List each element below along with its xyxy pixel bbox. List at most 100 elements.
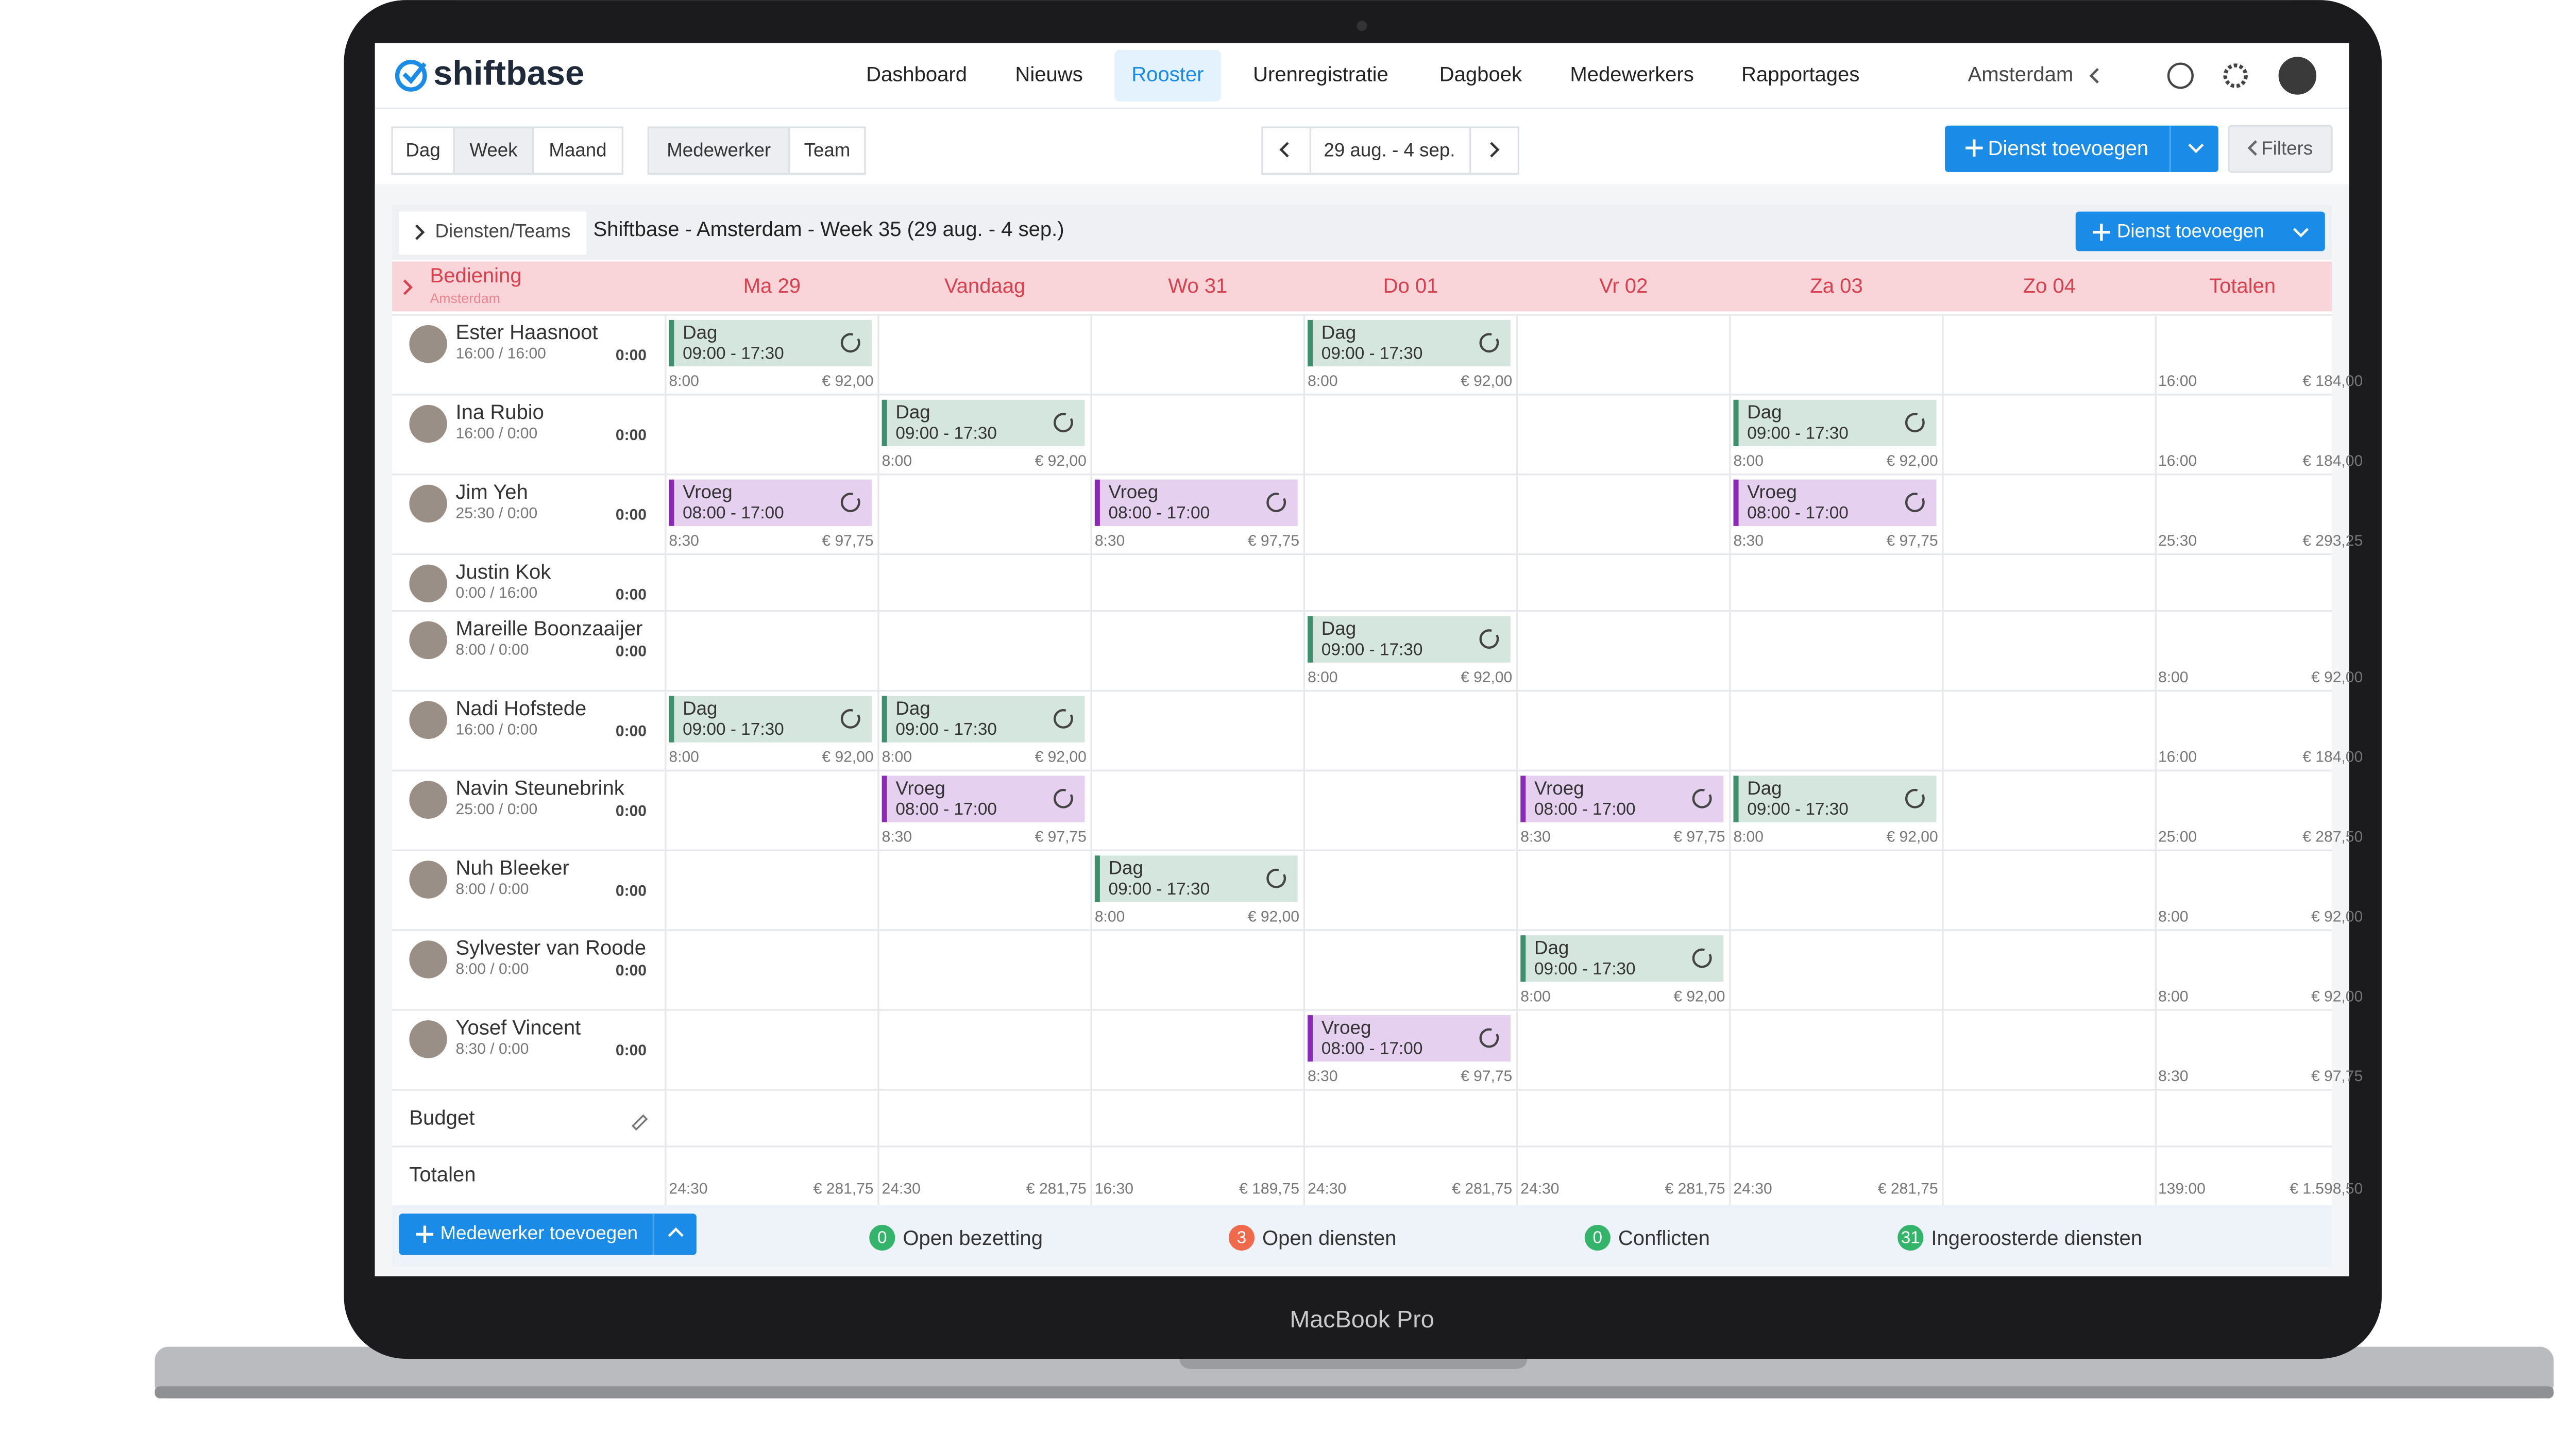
shift-block[interactable] [1094,855,1298,902]
add-employee-label[interactable]: Medewerker toevoegen [440,1222,638,1243]
shift-block[interactable] [1733,479,1937,526]
tab-label[interactable]: Dag [405,140,440,161]
shift-time[interactable]: 08:00 - 17:00 [1321,1039,1423,1058]
employee-name[interactable]: Nadi Hofstede [456,697,587,720]
shift-time[interactable]: 09:00 - 17:30 [1109,880,1210,899]
refresh-icon[interactable] [1054,709,1073,729]
shift-label[interactable]: Vroeg [1747,481,1797,502]
breadcrumb-box[interactable] [399,211,587,255]
shift-block[interactable] [1733,775,1937,822]
shift-block[interactable] [669,479,872,526]
nav-item[interactable]: Rooster [1131,63,1204,86]
shift-label[interactable]: Dag [1747,401,1782,423]
shift-label[interactable]: Vroeg [683,481,733,502]
shift-label[interactable]: Dag [683,322,717,343]
shift-time[interactable]: 09:00 - 17:30 [1321,640,1423,659]
refresh-icon[interactable] [1692,948,1712,968]
shift-block[interactable] [1733,399,1937,446]
shift-time[interactable]: 09:00 - 17:30 [895,424,997,443]
date-range[interactable]: 29 aug. - 4 sep. [1324,140,1455,161]
shift-label[interactable]: Dag [683,698,717,719]
nav-item[interactable]: Nieuws [1015,63,1082,86]
refresh-icon[interactable] [1692,789,1712,808]
shift-label[interactable]: Dag [1534,937,1569,958]
location[interactable]: Amsterdam [1968,63,2074,86]
shift-time[interactable]: 09:00 - 17:30 [1321,344,1423,363]
tab[interactable] [391,126,455,175]
breadcrumb[interactable]: Diensten/Teams [435,220,570,241]
filters-label[interactable]: Filters [2261,138,2313,159]
shift-block[interactable] [1520,935,1724,982]
shift-block[interactable] [1308,616,1511,663]
shift-label[interactable]: Dag [1321,618,1356,639]
shift-label[interactable]: Dag [895,698,930,719]
refresh-icon[interactable] [1479,1028,1499,1048]
nav-item[interactable]: Dagboek [1439,63,1522,86]
shift-label[interactable]: Dag [1321,322,1356,343]
shift-block[interactable] [669,319,872,367]
shift-time[interactable]: 09:00 - 17:30 [895,720,997,739]
nav-item[interactable]: Urenregistratie [1253,63,1388,86]
shift-label[interactable]: Vroeg [895,778,945,799]
shift-time[interactable]: 08:00 - 17:00 [683,503,784,522]
shift-time[interactable]: 09:00 - 17:30 [1747,424,1849,443]
tab-label[interactable]: Medewerker [667,140,771,161]
shift-label[interactable]: Vroeg [1534,778,1584,799]
shift-time[interactable]: 08:00 - 17:00 [895,800,997,819]
shift-block[interactable] [1308,1015,1511,1062]
refresh-icon[interactable] [1054,789,1073,808]
shift-time[interactable]: 09:00 - 17:30 [1747,800,1849,819]
refresh-icon[interactable] [1266,868,1286,888]
shift-block[interactable] [882,696,1085,743]
employee-name[interactable]: Ester Haasnoot [456,321,598,344]
employee-name[interactable]: Justin Kok [456,561,552,583]
tab[interactable] [788,126,866,175]
refresh-icon[interactable] [1054,413,1073,433]
shift-time[interactable]: 09:00 - 17:30 [683,720,784,739]
stat-label[interactable]: Open diensten [1262,1227,1397,1250]
shift-block[interactable] [882,399,1085,446]
shift-block[interactable] [1520,775,1724,822]
filters-button[interactable] [2228,125,2333,173]
refresh-icon[interactable] [1479,629,1499,649]
nav-item[interactable]: Dashboard [866,63,967,86]
refresh-icon[interactable] [1479,333,1499,353]
shift-time[interactable]: 08:00 - 17:00 [1109,503,1210,522]
employee-name[interactable]: Jim Yeh [456,481,528,503]
refresh-icon[interactable] [840,333,860,353]
refresh-icon[interactable] [840,709,860,729]
nav-item[interactable]: Medewerkers [1570,63,1693,86]
edit-icon[interactable] [631,1114,648,1131]
shift-label[interactable]: Dag [895,401,930,423]
employee-name[interactable]: Yosef Vincent [456,1016,581,1039]
shift-block[interactable] [669,696,872,743]
nav-item[interactable]: Rapportages [1741,63,1859,86]
tab[interactable] [532,126,623,175]
tab-label[interactable]: Maand [549,140,606,161]
refresh-icon[interactable] [1266,493,1286,512]
add-shift-label[interactable]: Dienst toevoegen [2117,220,2264,241]
employee-name[interactable]: Mareille Boonzaaijer [456,617,643,640]
add-shift-button[interactable] [2075,211,2325,251]
refresh-icon[interactable] [1905,493,1925,512]
shift-block[interactable] [1308,319,1511,367]
tab-label[interactable]: Team [804,140,851,161]
shift-time[interactable]: 08:00 - 17:00 [1747,503,1849,522]
shift-block[interactable] [1094,479,1298,526]
employee-name[interactable]: Nuh Bleeker [456,857,569,880]
employee-name[interactable]: Navin Steunebrink [456,777,625,800]
stat-label[interactable]: Open bezetting [903,1227,1043,1250]
add-employee-button[interactable] [399,1213,697,1255]
tab-label[interactable]: Week [469,140,518,161]
refresh-icon[interactable] [1905,789,1925,808]
add-shift-label[interactable]: Dienst toevoegen [1988,137,2149,160]
user-avatar[interactable] [2278,57,2317,95]
employee-name[interactable]: Ina Rubio [456,401,544,424]
shift-time[interactable]: 09:00 - 17:30 [1534,959,1636,979]
settings-icon[interactable] [2223,63,2248,88]
refresh-icon[interactable] [840,493,860,512]
refresh-icon[interactable] [1905,413,1925,433]
stat-label[interactable]: Ingeroosterde diensten [1931,1227,2142,1250]
shift-label[interactable]: Vroeg [1109,481,1159,502]
help-icon[interactable] [2167,62,2194,89]
